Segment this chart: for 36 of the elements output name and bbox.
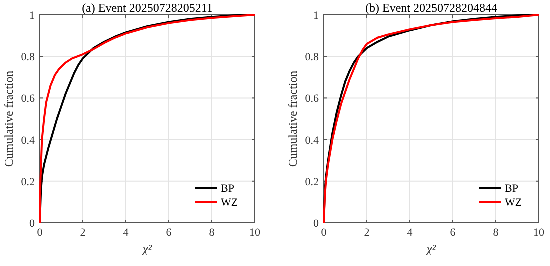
y-tick-label: 0 xyxy=(30,218,36,230)
legend-label: BP xyxy=(221,183,234,195)
x-tick-label: 6 xyxy=(450,227,456,239)
x-tick-label: 10 xyxy=(534,227,545,239)
x-tick-label: 0 xyxy=(37,227,44,239)
legend-label: WZ xyxy=(221,197,238,209)
y-tick-label: 1 xyxy=(314,10,319,22)
line-series xyxy=(39,14,256,224)
chart-title: (a) Event 20250728205211 xyxy=(82,1,213,15)
x-tick-label: 2 xyxy=(364,227,370,239)
x-tick-label: 4 xyxy=(123,227,130,239)
y-tick-label: 0.8 xyxy=(21,52,36,64)
x-tick-label: 2 xyxy=(80,227,86,239)
chart-title: (b) Event 20250728204844 xyxy=(366,1,498,15)
y-axis-title: Cumulative fraction xyxy=(286,70,300,168)
x-axis-title: χ² xyxy=(142,242,152,256)
legend-label: BP xyxy=(505,183,518,195)
y-tick-label: 0.8 xyxy=(305,52,320,64)
x-tick-label: 6 xyxy=(166,227,172,239)
legend-label: WZ xyxy=(505,197,522,209)
y-tick-label: 0.2 xyxy=(305,176,319,188)
y-tick-label: 0.4 xyxy=(21,134,36,147)
y-tick-label: 0 xyxy=(314,218,320,230)
x-tick-label: 0 xyxy=(321,227,328,239)
x-axis-title: χ² xyxy=(426,242,436,256)
x-tick-label: 8 xyxy=(493,227,500,239)
y-tick-label: 0.4 xyxy=(305,134,320,147)
line-series xyxy=(323,14,540,224)
x-tick-label: 8 xyxy=(209,227,216,239)
y-tick-label: 1 xyxy=(30,10,35,22)
y-tick-label: 0.6 xyxy=(21,93,36,106)
y-axis-title: Cumulative fraction xyxy=(2,70,16,168)
x-tick-label: 4 xyxy=(407,227,414,239)
y-tick-label: 0.2 xyxy=(21,176,35,188)
y-tick-label: 0.6 xyxy=(305,93,320,106)
x-tick-label: 10 xyxy=(250,227,261,239)
